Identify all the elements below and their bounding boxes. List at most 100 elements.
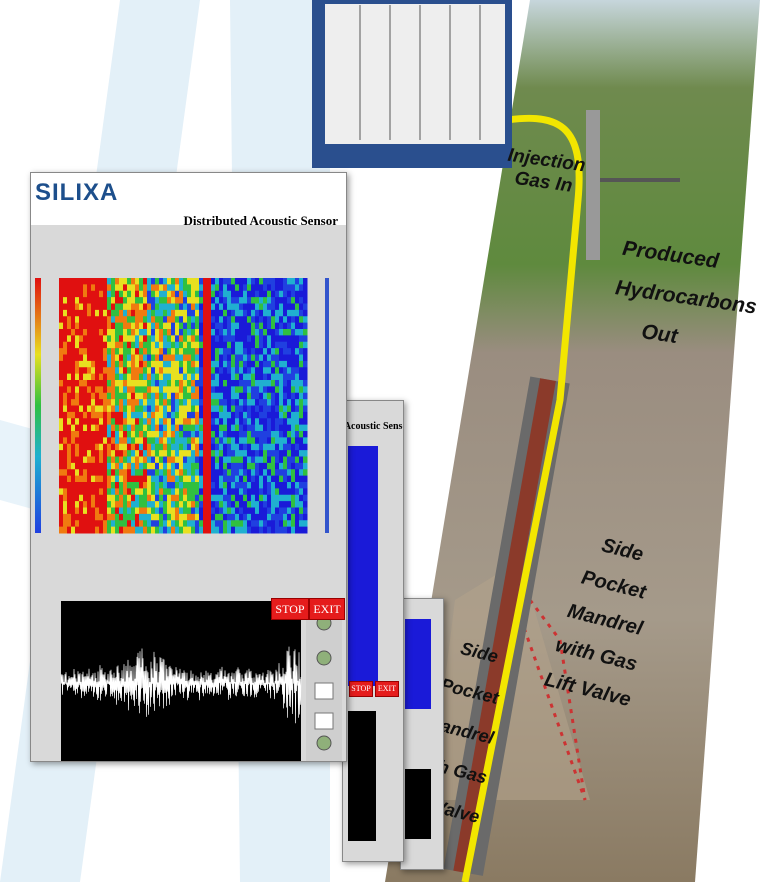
spectrogram-cell <box>75 297 80 304</box>
spectrogram-cell <box>227 526 232 534</box>
spectrogram-cell <box>75 520 80 528</box>
spectrogram-cell <box>71 380 76 387</box>
spectrogram-cell <box>255 386 260 394</box>
spectrogram-cell <box>191 322 196 330</box>
spectrogram-cell <box>207 526 212 534</box>
spectrogram-cell <box>151 309 156 317</box>
spectrogram-cell <box>267 475 272 483</box>
spectrogram-cell <box>207 316 212 324</box>
spectrogram-cell <box>83 309 88 317</box>
spectrogram-cell <box>303 309 308 317</box>
spectrogram-cell <box>59 399 64 406</box>
spectrogram-cell <box>243 405 248 413</box>
spectrogram-cell <box>263 424 268 432</box>
spectrogram-cell <box>251 494 256 502</box>
spectrogram-cell <box>255 526 260 534</box>
spectrogram-cell <box>275 303 280 311</box>
spectrogram-cell <box>263 309 268 317</box>
spectrogram-cell <box>263 520 268 528</box>
spectrogram-cell <box>219 322 224 330</box>
spectrogram-cell <box>215 494 220 502</box>
spectrogram-cell <box>91 501 96 508</box>
spectrogram-cell <box>155 290 160 298</box>
spectrogram-cell <box>139 309 144 317</box>
spectrogram-cell <box>239 373 244 381</box>
spectrogram-cell <box>79 507 84 515</box>
spectrogram-cell <box>179 348 184 355</box>
spectrogram-cell <box>167 348 172 355</box>
spectrogram-cell <box>231 367 236 375</box>
spectrogram-cell <box>163 431 168 438</box>
spectrogram-cell <box>283 373 288 381</box>
spectrogram-cell <box>139 450 144 457</box>
spectrogram-cell <box>259 399 264 406</box>
spectrogram-cell <box>59 329 64 336</box>
exit-button[interactable]: EXIT <box>375 681 399 697</box>
spectrogram-cell <box>211 431 216 438</box>
spectrogram-cell <box>111 520 116 528</box>
spectrogram-cell <box>235 386 240 394</box>
spectrogram-cell <box>183 456 188 464</box>
spectrogram-cell <box>199 443 204 451</box>
spectrogram-cell <box>163 335 168 343</box>
spectrogram-cell <box>147 329 152 336</box>
spectrogram-cell <box>83 322 88 330</box>
spectrogram-cell <box>91 360 96 368</box>
spectrogram-cell <box>155 354 160 362</box>
stop-button[interactable]: STOP <box>349 681 373 697</box>
spectrogram-cell <box>135 488 140 496</box>
spectrogram-cell <box>299 450 304 457</box>
spectrogram-cell <box>187 526 192 534</box>
spectrogram-cell <box>87 450 92 457</box>
spectrogram-cell <box>115 348 120 355</box>
spectrogram-cell <box>183 411 188 419</box>
exit-button[interactable]: EXIT <box>309 598 345 620</box>
spectrogram-cell <box>203 513 208 521</box>
spectrogram-cell <box>263 513 268 521</box>
spectrogram-cell <box>259 380 264 387</box>
spectrogram-cell <box>135 475 140 483</box>
spectrogram-cell <box>103 284 108 292</box>
spectrogram-cell <box>199 348 204 355</box>
spectrogram-cell <box>235 475 240 483</box>
spectrogram-cell <box>87 507 92 515</box>
spectrogram-cell <box>291 437 296 445</box>
spectrogram-cell <box>275 405 280 413</box>
spectrogram-cell <box>231 462 236 470</box>
spectrogram-cell <box>131 405 136 413</box>
spectrogram-cell <box>259 373 264 381</box>
spectrogram-cell <box>267 450 272 457</box>
spectrogram-cell <box>79 418 84 426</box>
spectrogram-cell <box>123 329 128 336</box>
spectrogram-cell <box>95 386 100 394</box>
spectrogram-cell <box>231 316 236 324</box>
spectrogram-cell <box>87 316 92 324</box>
spectrogram-cell <box>147 437 152 445</box>
spectrogram-cell <box>175 329 180 336</box>
spectrogram-cell <box>91 462 96 470</box>
spectrogram-cell <box>127 303 132 311</box>
spectrogram-cell <box>111 297 116 304</box>
spectrogram-cell <box>163 329 168 336</box>
spectrogram-cell <box>287 482 292 489</box>
spectrogram-cell <box>83 507 88 515</box>
spectrogram-cell <box>143 290 148 298</box>
spectrogram-cell <box>267 494 272 502</box>
spectrogram-cell <box>219 348 224 355</box>
spectrogram-cell <box>151 507 156 515</box>
spectrogram-cell <box>147 475 152 483</box>
spectrogram-cell <box>111 354 116 362</box>
spectrogram-cell <box>195 322 200 330</box>
stop-button[interactable]: STOP <box>271 598 309 620</box>
spectrogram-cell <box>63 348 68 355</box>
spectrogram-cell <box>231 443 236 451</box>
spectrogram-cell <box>231 507 236 515</box>
spectrogram-cell <box>287 443 292 451</box>
spectrogram-cell <box>143 278 148 285</box>
spectrogram-cell <box>287 322 292 330</box>
spectrogram-cell <box>103 278 108 285</box>
spectrogram-cell <box>291 329 296 336</box>
spectrogram-cell <box>183 341 188 349</box>
spectrogram-cell <box>279 309 284 317</box>
spectrogram-cell <box>187 290 192 298</box>
